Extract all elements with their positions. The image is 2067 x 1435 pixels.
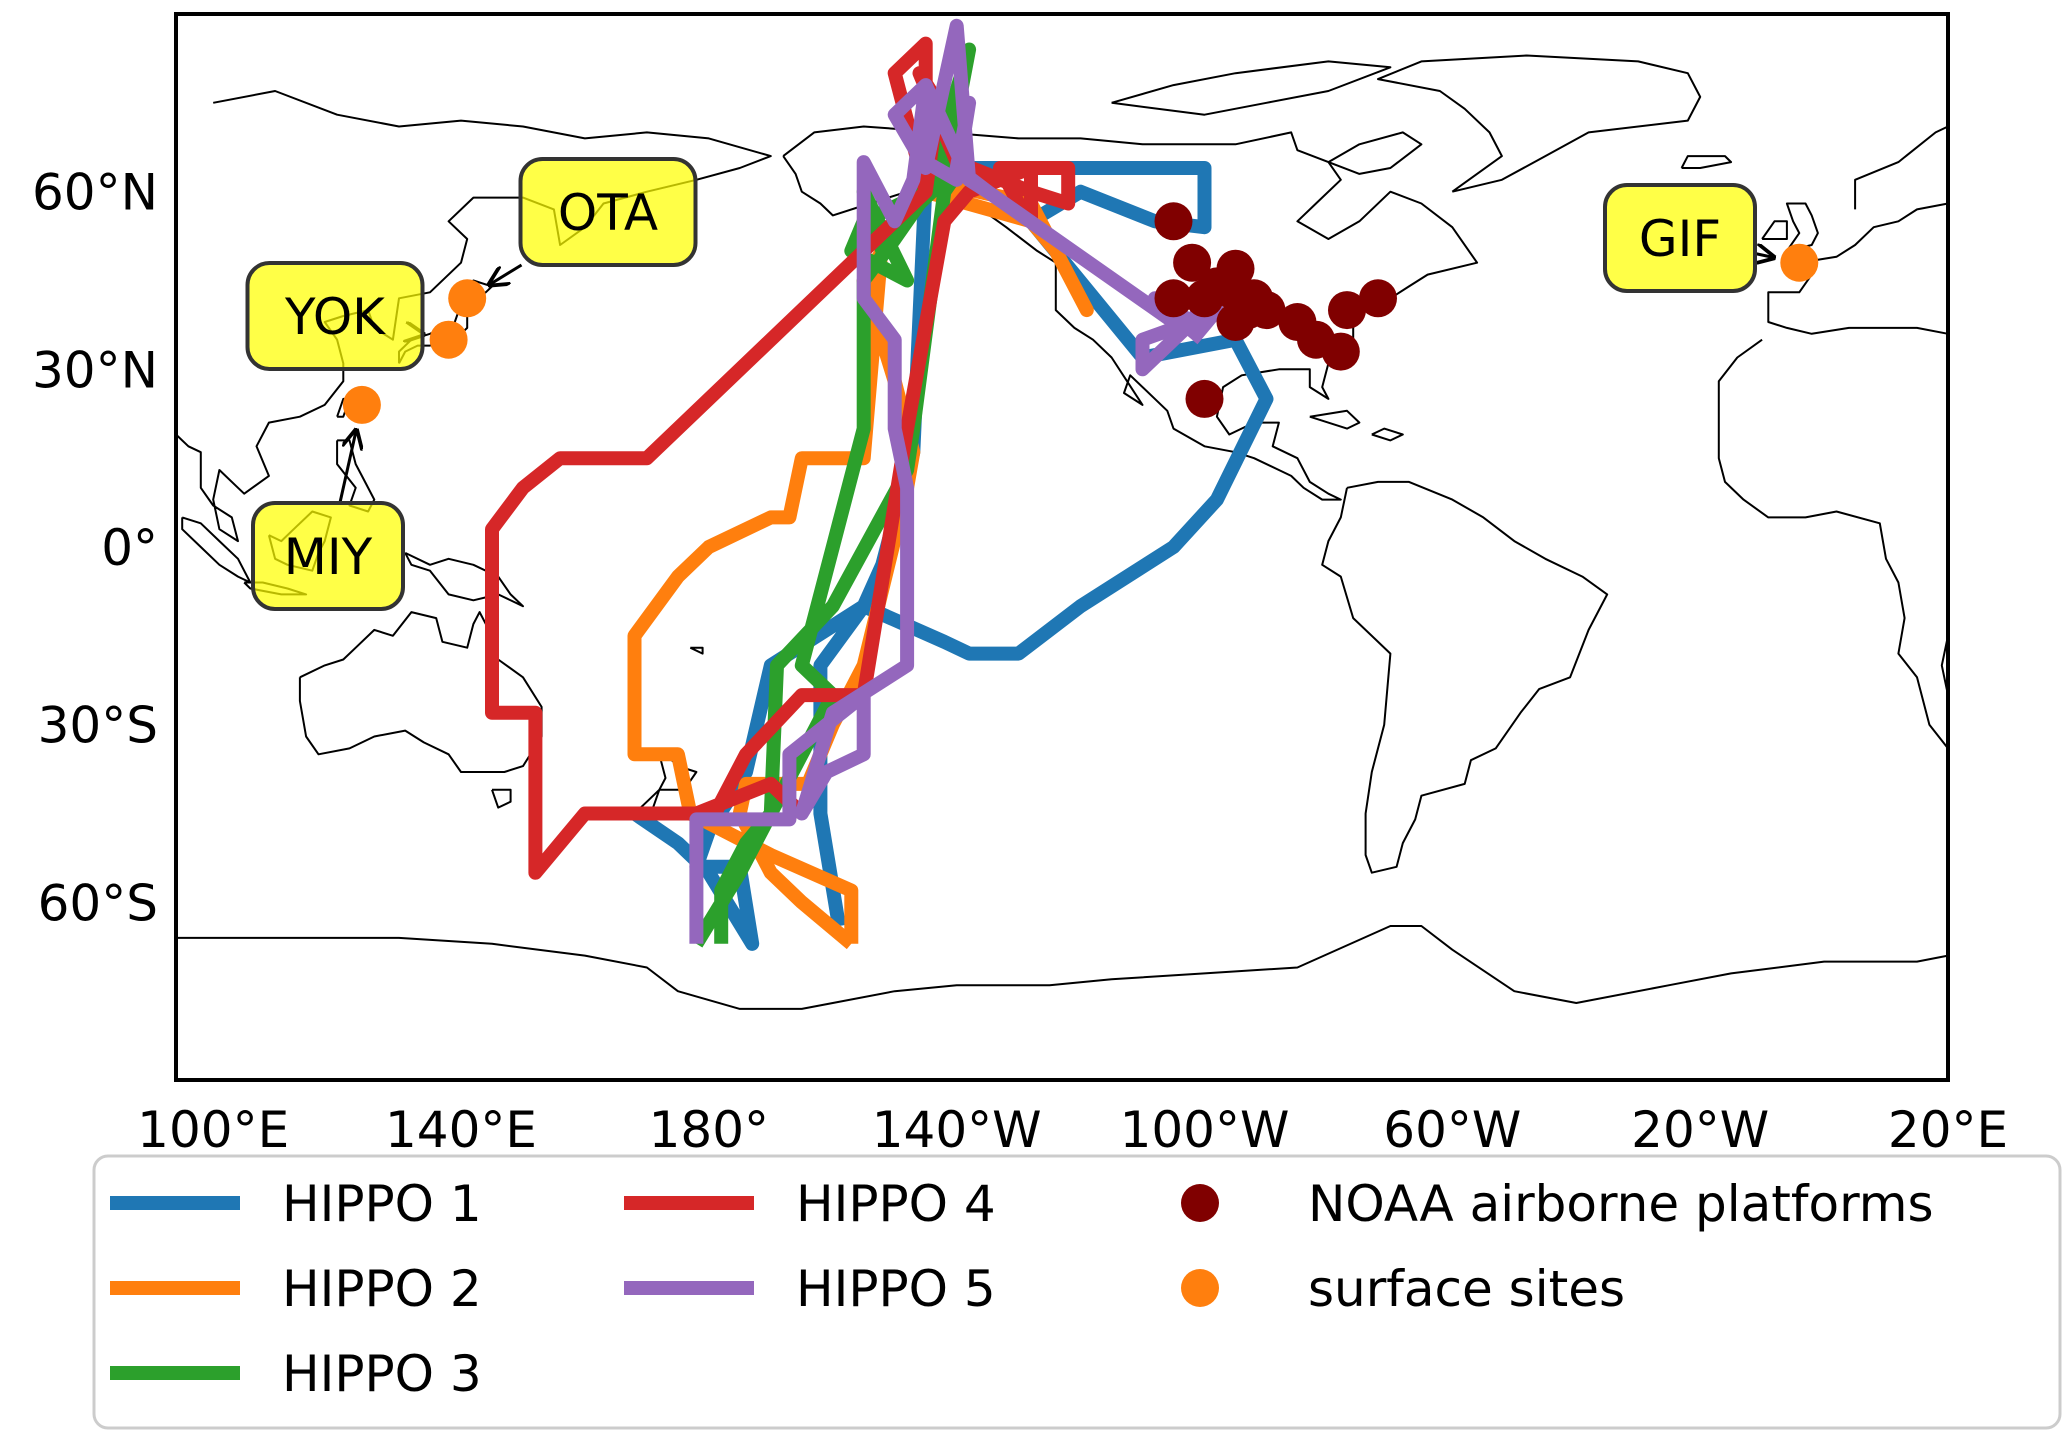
legend-swatch-surface-sites [1181,1269,1219,1307]
legend-label-surface-sites: surface sites [1308,1260,1625,1318]
legend-label-hippo-4: HIPPO 4 [796,1175,996,1233]
lon-tick-20-w: 20°W [1631,1101,1769,1159]
lon-tick-20-e: 20°E [1888,1101,2008,1159]
coastline-tasmania [491,788,512,809]
legend-label-hippo-3: HIPPO 3 [282,1345,482,1403]
coastline-iceland [1680,155,1733,169]
legend-label-hippo-1: HIPPO 1 [282,1175,482,1233]
site-label-box-ota [518,157,698,267]
coastline-arctic-islands [1111,60,1392,116]
lon-tick-140-w: 140°W [872,1101,1042,1159]
noaa-airborne-platforms-marker-4 [1185,279,1224,318]
legend-label-hippo-2: HIPPO 2 [282,1260,482,1318]
site-label-miy: MIY [284,528,373,586]
site-label-ota: OTA [558,184,658,242]
coastline-australia [298,611,543,773]
site-label-box-miy [251,501,405,611]
site-annotations: OTA YOK MIY GIF [245,157,1774,611]
lat-tick-60-n: 60°N [32,164,158,222]
coastline-british-isles [1785,202,1819,252]
coastline-europe [1767,202,1949,335]
site-label-yok: YOK [284,288,386,346]
coastline-north-america [782,125,1479,501]
coastline-antarctica [176,925,1949,1010]
legend: HIPPO 1 HIPPO 2 HIPPO 3 HIPPO 4 HIPPO 5 NOAA … [92,1154,2062,1430]
noaa-airborne-platforms-marker-14 [1321,332,1360,371]
coastline-fiji [689,646,704,655]
site-arrow-ota [489,263,523,285]
coastline-scandinavia [1854,125,1949,210]
noaa-airborne-platforms-marker-1 [1173,243,1212,282]
surface-sites-marker-1 [429,320,468,359]
noaa-airborne-platforms-marker-9 [1216,303,1255,341]
site-arrow-miy [338,430,356,504]
site-label-box-gif [1603,183,1757,293]
surface-sites-marker-3 [1780,243,1819,282]
noaa-airborne-platforms-marker-13 [1359,279,1397,318]
coastline-philippines [336,439,376,513]
noaa-airborne-platforms-marker-0 [1154,202,1193,241]
noaa-airborne-platforms-marker-12 [1328,291,1366,330]
lon-tick-140-e: 140°E [385,1101,537,1159]
surface-sites-marker-0 [342,385,381,424]
coastline-africa-west [1717,338,1949,750]
legend-label-noaa-airborne-platforms: NOAA airborne platforms [1308,1175,1934,1233]
site-label-box-yok [245,261,425,371]
coastline-south-america [1321,480,1609,874]
coastline-madagascar [1940,635,1949,696]
lat-tick-30-s: 30°S [38,697,158,755]
coastline-ireland [1761,220,1788,240]
coastline-new-guinea [404,551,524,608]
coastline-baffin [1327,131,1423,175]
lon-tick-60-w: 60°W [1383,1101,1521,1159]
coastline-caribbean [1309,409,1361,430]
legend-swatch-noaa-airborne-platforms [1181,1184,1219,1222]
coastlines [175,54,1949,1010]
axis-ticks: 100°E 140°E 180° 140°W 100°W 60°W 20°W 20°E 60°N… [32,164,2008,1159]
noaa-airborne-platforms-marker-15 [1185,379,1224,418]
coastline-hispaniola [1371,427,1404,442]
lon-tick-100-w: 100°W [1120,1101,1290,1159]
site-arrow-gif [1755,254,1774,258]
surface-sites-marker-2 [448,279,487,318]
legend-label-hippo-5: HIPPO 5 [796,1260,996,1318]
site-label-gif: GIF [1639,210,1721,268]
coastline-sumatra [181,516,252,584]
lat-tick-30-n: 30°N [32,341,158,399]
map-frame [174,12,1950,1082]
lon-tick-100-e: 100°E [137,1101,289,1159]
lat-tick-60-s: 60°S [38,874,158,932]
noaa-airborne-platforms-marker-16 [1154,279,1193,318]
site-markers [342,202,1819,424]
coastline-greenland [1377,54,1702,193]
legend-frame [92,1154,2062,1430]
lat-tick-0: 0° [101,519,158,577]
lon-tick-180: 180° [649,1101,769,1159]
